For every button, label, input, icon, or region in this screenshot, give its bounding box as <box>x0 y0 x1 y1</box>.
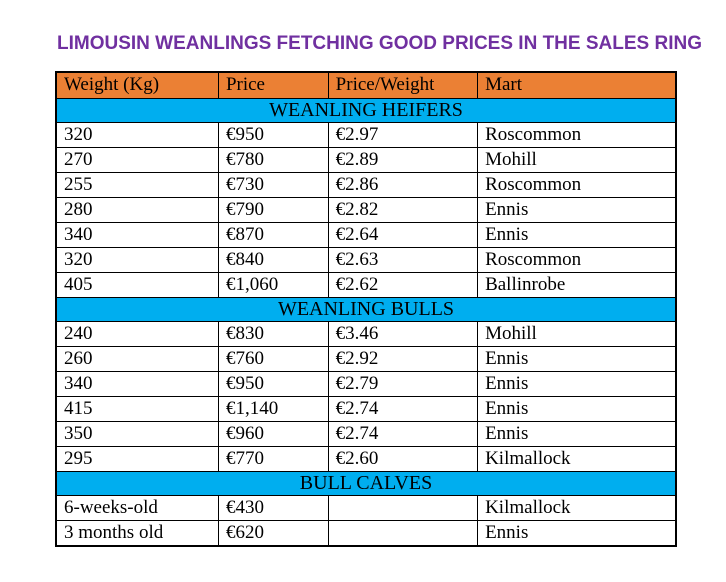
cell-price-per-weight: €2.92 <box>327 345 479 372</box>
cell-mart: Roscommon <box>477 171 677 198</box>
cell-price-per-weight: €2.63 <box>327 246 479 273</box>
cell-price-per-weight: €2.62 <box>327 271 479 298</box>
cell-price: €840 <box>217 246 329 273</box>
cell-price: €770 <box>217 445 329 472</box>
table-row: 340 €870 €2.64 Ennis <box>55 221 677 248</box>
cell-mart: Ennis <box>477 345 677 372</box>
cell-price: €760 <box>217 345 329 372</box>
cell-weight: 3 months old <box>55 519 219 546</box>
cell-mart: Ennis <box>477 221 677 248</box>
cell-weight: 260 <box>55 345 219 372</box>
section-header-row: BULL CALVES <box>55 470 677 496</box>
cell-price-per-weight <box>327 494 479 521</box>
table-row: 350 €960 €2.74 Ennis <box>55 420 677 447</box>
cell-mart: Mohill <box>477 146 677 173</box>
cell-weight: 270 <box>55 146 219 173</box>
column-header-mart: Mart <box>477 71 677 99</box>
cell-weight: 255 <box>55 171 219 198</box>
cell-weight: 280 <box>55 196 219 223</box>
cell-mart: Ennis <box>477 370 677 397</box>
cell-price-per-weight: €2.74 <box>327 420 479 447</box>
table-row: 295 €770 €2.60 Kilmallock <box>55 445 677 472</box>
table-row: 320 €950 €2.97 Roscommon <box>55 121 677 148</box>
cell-weight: 340 <box>55 221 219 248</box>
cell-weight: 295 <box>55 445 219 472</box>
cell-weight: 320 <box>55 121 219 148</box>
cell-mart: Roscommon <box>477 121 677 148</box>
cell-price: €620 <box>217 519 329 546</box>
cell-price-per-weight: €2.86 <box>327 171 479 198</box>
cell-mart: Ennis <box>477 420 677 447</box>
cell-price: €730 <box>217 171 329 198</box>
cell-price: €830 <box>217 320 329 347</box>
cell-price: €870 <box>217 221 329 248</box>
cell-weight: 240 <box>55 320 219 347</box>
cell-weight: 405 <box>55 271 219 298</box>
table-row: 405 €1,060 €2.62 Ballinrobe <box>55 271 677 298</box>
section-header: WEANLING HEIFERS <box>55 97 677 123</box>
cell-price: €780 <box>217 146 329 173</box>
cell-price-per-weight <box>327 519 479 546</box>
cell-price: €950 <box>217 121 329 148</box>
cell-mart: Ennis <box>477 196 677 223</box>
table-row: 6-weeks-old €430 Kilmallock <box>55 494 677 521</box>
table-row: 240 €830 €3.46 Mohill <box>55 320 677 347</box>
cell-price-per-weight: €3.46 <box>327 320 479 347</box>
table-row: 320 €840 €2.63 Roscommon <box>55 246 677 273</box>
section-header-row: WEANLING BULLS <box>55 296 677 322</box>
cell-price-per-weight: €2.82 <box>327 196 479 223</box>
cell-weight: 350 <box>55 420 219 447</box>
cell-price-per-weight: €2.89 <box>327 146 479 173</box>
cell-mart: Roscommon <box>477 246 677 273</box>
cell-price: €1,140 <box>217 395 329 422</box>
header-row: Weight (Kg) Price Price/Weight Mart <box>55 71 677 99</box>
section-header: WEANLING BULLS <box>55 296 677 322</box>
table-row: 280 €790 €2.82 Ennis <box>55 196 677 223</box>
cell-price: €430 <box>217 494 329 521</box>
cell-price: €950 <box>217 370 329 397</box>
cell-price: €790 <box>217 196 329 223</box>
cell-weight: 320 <box>55 246 219 273</box>
cell-weight: 6-weeks-old <box>55 494 219 521</box>
cell-price-per-weight: €2.74 <box>327 395 479 422</box>
section-header-row: WEANLING HEIFERS <box>55 97 677 123</box>
table-row: 340 €950 €2.79 Ennis <box>55 370 677 397</box>
table-row: 260 €760 €2.92 Ennis <box>55 345 677 372</box>
cell-weight: 415 <box>55 395 219 422</box>
cell-price-per-weight: €2.64 <box>327 221 479 248</box>
table-row: 3 months old €620 Ennis <box>55 519 677 546</box>
cell-price-per-weight: €2.79 <box>327 370 479 397</box>
table-row: 270 €780 €2.89 Mohill <box>55 146 677 173</box>
table-row: 255 €730 €2.86 Roscommon <box>55 171 677 198</box>
column-header-price-per-weight: Price/Weight <box>327 71 479 99</box>
cell-price-per-weight: €2.60 <box>327 445 479 472</box>
cell-mart: Kilmallock <box>477 445 677 472</box>
page-title: LIMOUSIN WEANLINGS FETCHING GOOD PRICES … <box>57 33 702 54</box>
column-header-weight: Weight (Kg) <box>55 71 219 99</box>
table-row: 415 €1,140 €2.74 Ennis <box>55 395 677 422</box>
column-header-price: Price <box>217 71 329 99</box>
cell-mart: Kilmallock <box>477 494 677 521</box>
cell-weight: 340 <box>55 370 219 397</box>
cell-price-per-weight: €2.97 <box>327 121 479 148</box>
section-header: BULL CALVES <box>55 470 677 496</box>
cell-price: €1,060 <box>217 271 329 298</box>
prices-table: Weight (Kg) Price Price/Weight Mart WEAN… <box>55 71 677 547</box>
cell-mart: Mohill <box>477 320 677 347</box>
cell-mart: Ennis <box>477 395 677 422</box>
cell-price: €960 <box>217 420 329 447</box>
cell-mart: Ennis <box>477 519 677 546</box>
cell-mart: Ballinrobe <box>477 271 677 298</box>
